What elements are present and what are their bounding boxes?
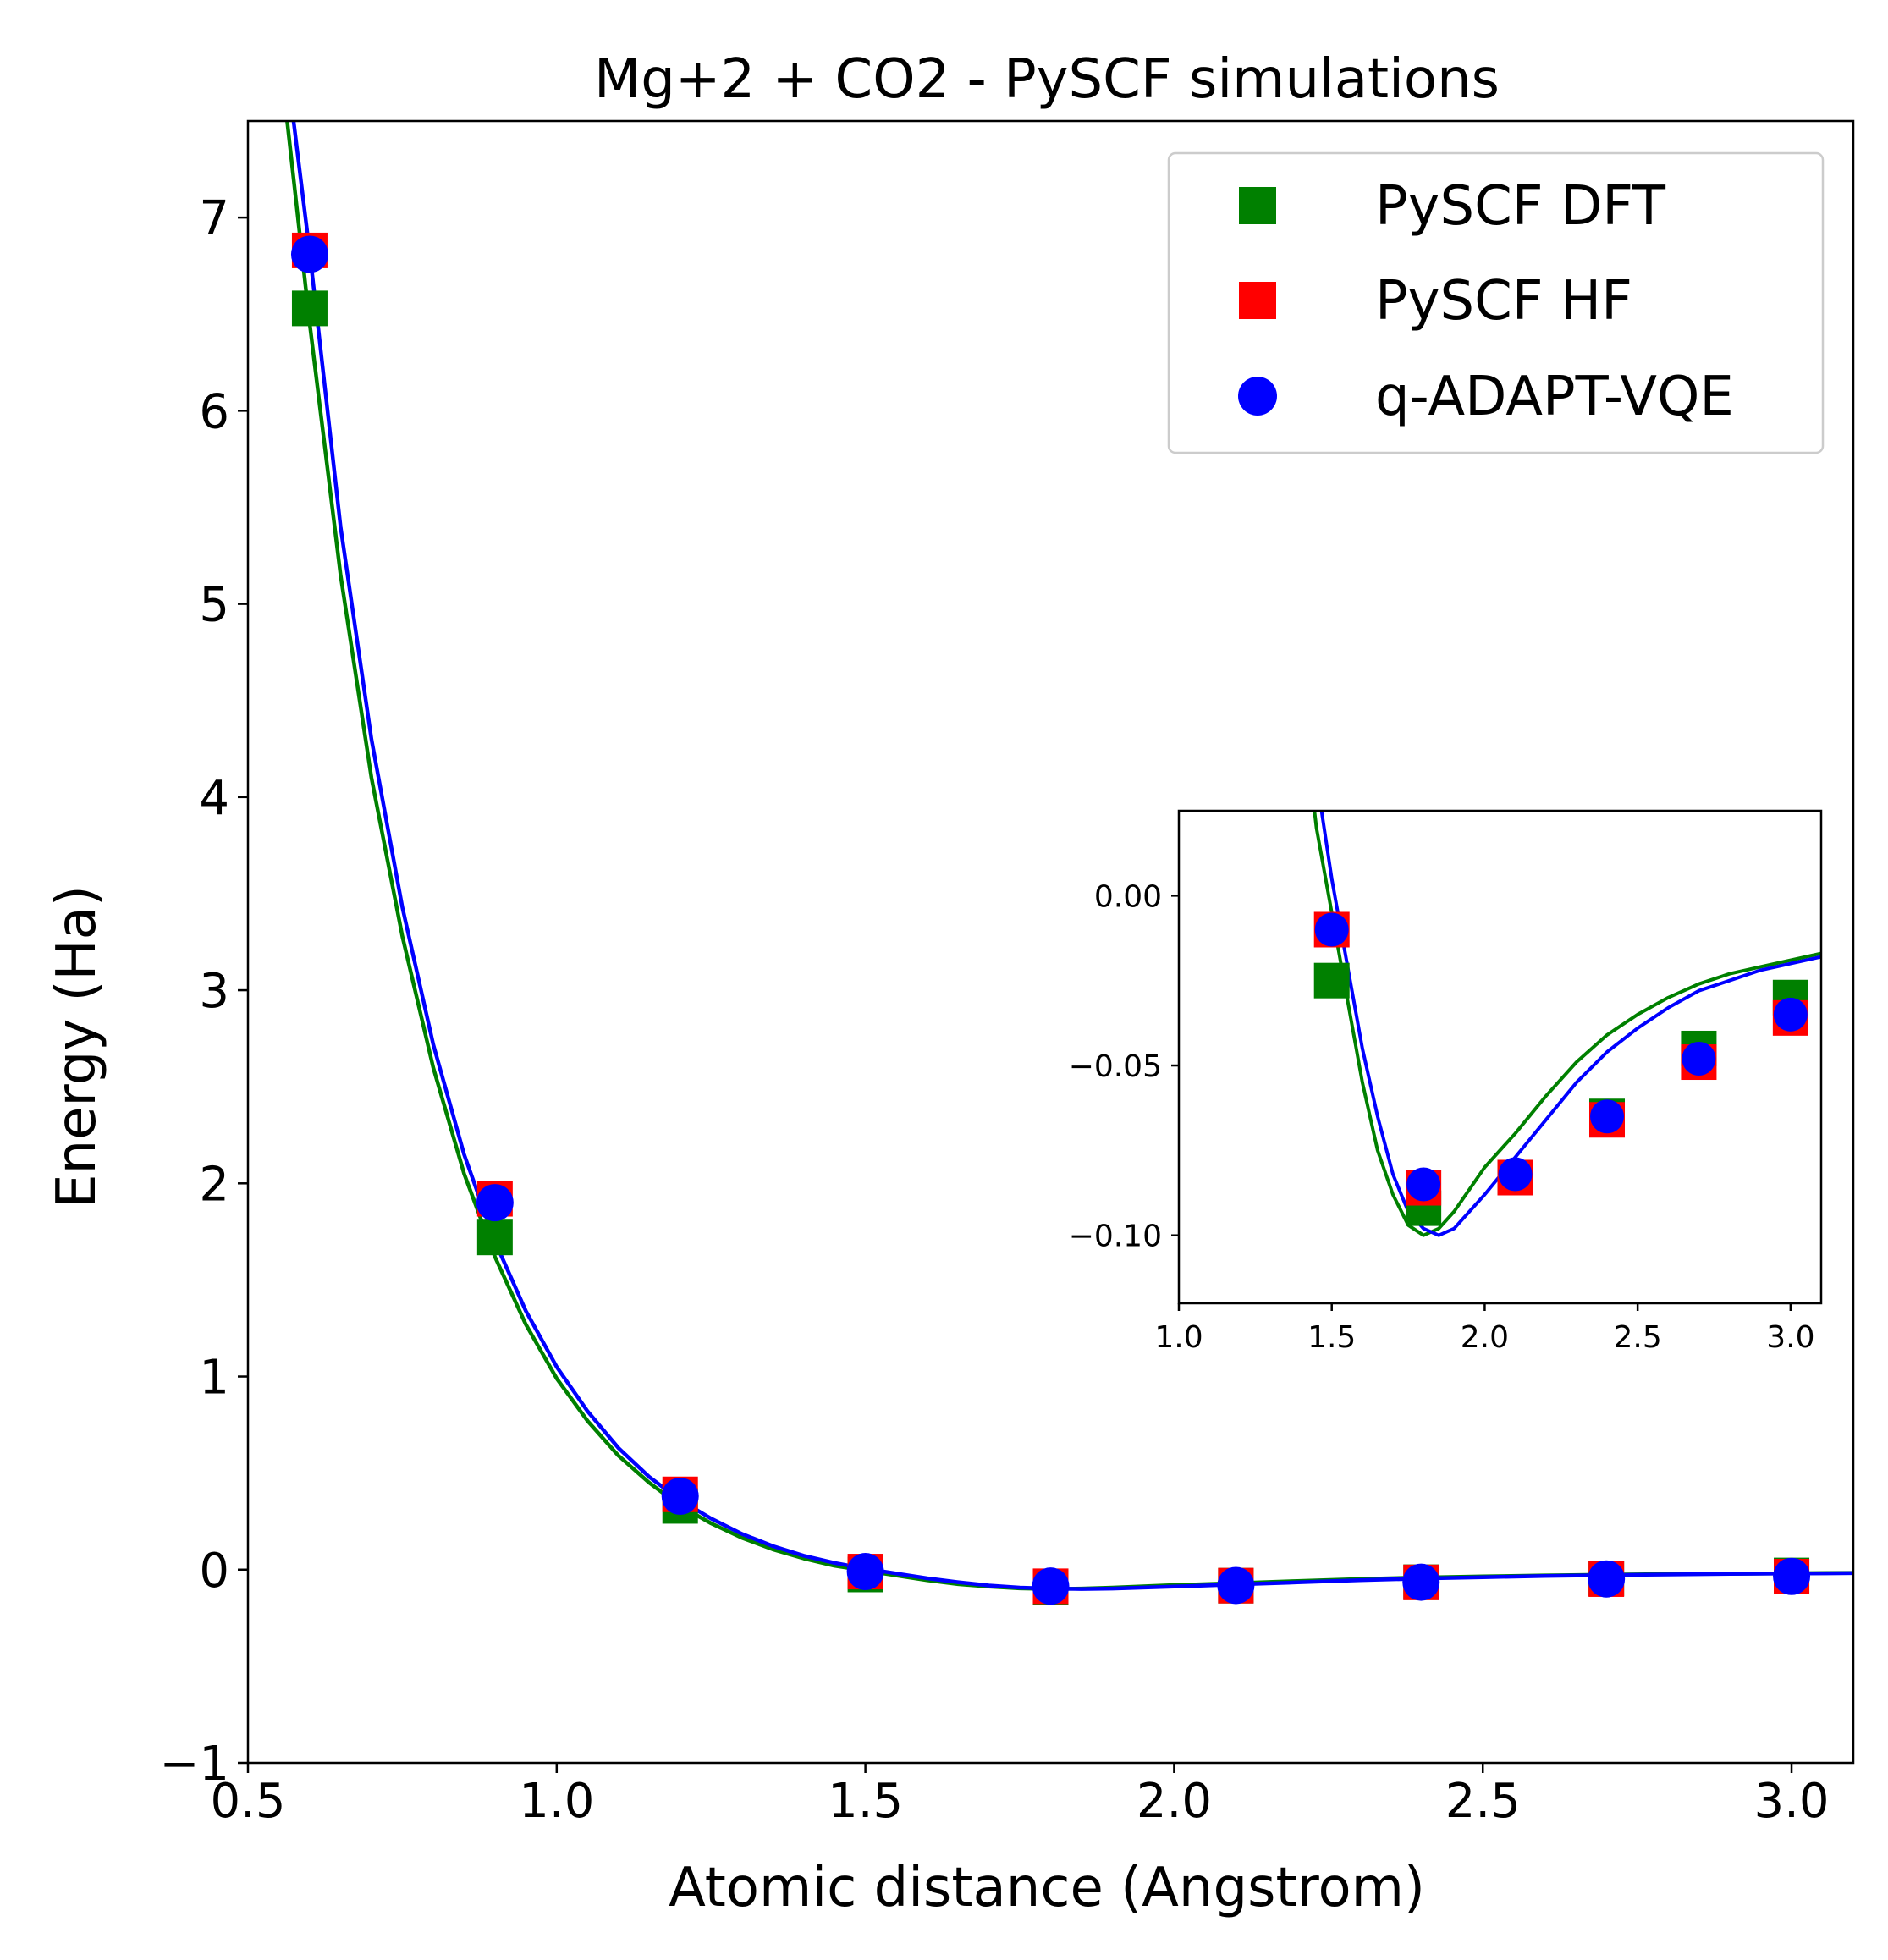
- main-plot-area: 0.5 1.0 1.5 2.0 2.5 3.0 −1 0 1 2 3 4 5 6 7: [159, 119, 1855, 1829]
- chart-title: Mg+2 + CO2 - PySCF simulations: [594, 48, 1500, 111]
- inset-point-vqe: [1314, 912, 1349, 947]
- main-x-tick-label: 1.0: [519, 1774, 594, 1829]
- main-frame: [246, 119, 1855, 1765]
- legend-label-vqe: q-ADAPT-VQE: [1375, 366, 1734, 428]
- legend-box: [1167, 151, 1825, 454]
- inset-point-vqe: [1682, 1042, 1716, 1076]
- main-point-vqe: [1402, 1563, 1440, 1601]
- main-point-vqe: [1773, 1557, 1811, 1595]
- inset-point-vqe: [1406, 1167, 1441, 1202]
- legend: PySCF DFT PySCF HF q-ADAPT-VQE: [1167, 151, 1825, 454]
- inset-point-vqe: [1590, 1099, 1624, 1134]
- inset-y-tick-label: 0.00: [1094, 879, 1162, 914]
- inset-y-tick-label: −0.10: [1069, 1219, 1162, 1254]
- main-y-tick-label: 7: [199, 191, 229, 246]
- main-y-tick-label: 0: [199, 1544, 229, 1599]
- x-axis-label: Atomic distance (Angstrom): [669, 1857, 1425, 1919]
- main-x-tick-label: 1.5: [828, 1774, 903, 1829]
- legend-marker-dft: [1239, 187, 1276, 224]
- inset-background: [1179, 811, 1821, 1303]
- legend-label-dft: PySCF DFT: [1375, 175, 1666, 238]
- inset-y-tick-label: −0.05: [1069, 1049, 1162, 1084]
- legend-label-hf: PySCF HF: [1375, 270, 1632, 333]
- main-point-vqe: [1032, 1567, 1070, 1605]
- main-y-tick-label: 5: [199, 578, 229, 633]
- inset-x-tick-label: 1.5: [1307, 1320, 1356, 1355]
- y-axis-label: Energy (Ha): [46, 885, 108, 1208]
- main-point-dft: [291, 290, 328, 327]
- main-point-vqe: [846, 1553, 884, 1591]
- inset-point-vqe: [1498, 1157, 1533, 1192]
- inset-x-tick-label: 2.0: [1461, 1320, 1509, 1355]
- main-point-vqe: [1588, 1560, 1626, 1598]
- main-y-tick-label: 6: [199, 384, 229, 439]
- legend-marker-hf: [1239, 282, 1276, 319]
- main-point-dft: [476, 1219, 513, 1256]
- main-x-tick-label: 0.5: [210, 1774, 285, 1829]
- main-y-tick-label: 1: [199, 1351, 229, 1406]
- main-x-tick-label: 3.0: [1754, 1774, 1830, 1829]
- main-y-tick-label: −1: [159, 1737, 229, 1792]
- inset-point-dft: [1313, 962, 1350, 999]
- main-x-tick-label: 2.0: [1137, 1774, 1212, 1829]
- inset-frame: [1177, 809, 1823, 1305]
- inset-point-vqe: [1773, 997, 1808, 1032]
- main-y-tick-label: 3: [199, 964, 229, 1019]
- main-y-tick-label: 4: [199, 771, 229, 826]
- main-point-vqe: [476, 1184, 514, 1222]
- legend-marker-vqe: [1238, 377, 1277, 416]
- main-y-tick-label: 2: [199, 1157, 229, 1212]
- inset-plot-area: 1.0 1.5 2.0 2.5 3.0 0.00 −0.05 −0.10: [1069, 809, 1823, 1355]
- inset-x-tick-label: 1.0: [1154, 1320, 1203, 1355]
- main-point-vqe: [290, 235, 328, 273]
- main-point-vqe: [661, 1478, 699, 1516]
- main-x-tick-label: 2.5: [1445, 1774, 1521, 1829]
- inset-x-tick-label: 3.0: [1766, 1320, 1814, 1355]
- main-point-vqe: [1217, 1566, 1255, 1605]
- inset-x-tick-label: 2.5: [1614, 1320, 1662, 1355]
- inset-fit-curve-dft: [1313, 811, 1821, 1237]
